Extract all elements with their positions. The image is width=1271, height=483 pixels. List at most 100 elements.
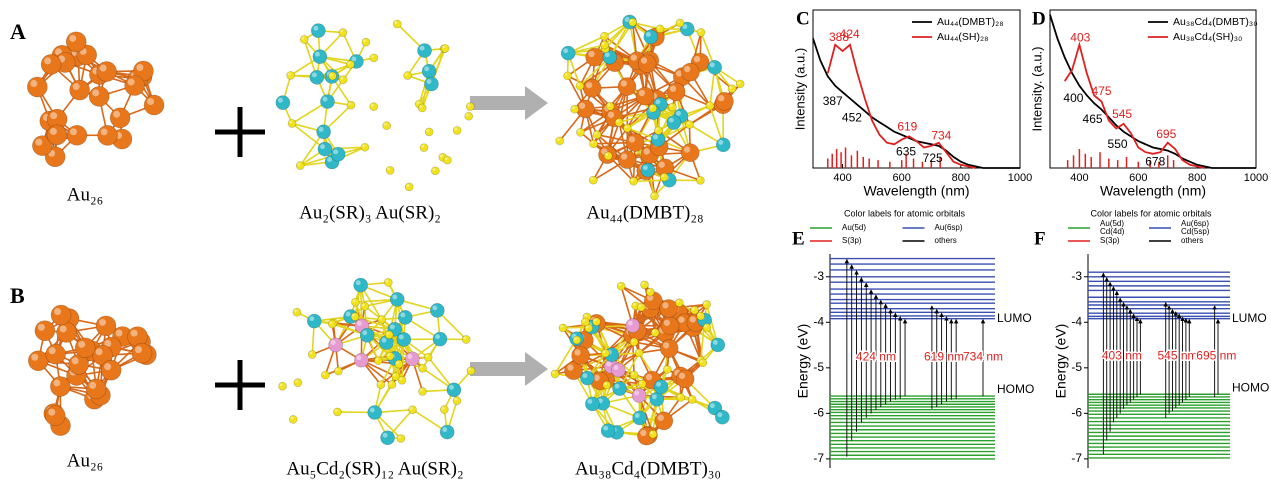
atom-highlight [631, 178, 634, 181]
atom [660, 340, 678, 358]
atom-highlight [30, 80, 37, 87]
atom-highlight [131, 330, 138, 337]
atom-highlight [54, 308, 61, 315]
atom [418, 104, 426, 112]
atom [617, 282, 625, 290]
atom [677, 393, 685, 401]
atom-highlight [602, 33, 605, 36]
atom [313, 50, 327, 64]
atom-highlight [31, 354, 38, 361]
atom-highlight [679, 373, 685, 379]
legend-label: Au(6sp) [935, 223, 963, 232]
atom-highlight [661, 174, 664, 177]
atom [334, 367, 342, 375]
atom [86, 379, 106, 399]
atom-highlight [676, 111, 681, 116]
atom [388, 381, 396, 389]
atom [424, 77, 438, 91]
reaction-arrow [470, 86, 548, 120]
atom-highlight [346, 312, 351, 317]
atom [581, 318, 589, 326]
atom [329, 338, 343, 352]
atom [551, 370, 559, 378]
atom [307, 314, 321, 328]
atom [618, 78, 636, 96]
atom-highlight [468, 104, 471, 107]
atom [276, 96, 290, 110]
atom [321, 371, 329, 379]
legend-title: Color labels for atomic orbitals [844, 208, 966, 218]
atom-highlight [396, 361, 399, 364]
molecule [276, 20, 474, 191]
atom-highlight [638, 304, 641, 307]
atom-highlight [288, 73, 291, 76]
atom [440, 425, 454, 439]
atom [441, 44, 449, 52]
atom-highlight [710, 62, 715, 67]
atom [361, 302, 369, 310]
atom-highlight [331, 340, 336, 345]
atom [320, 95, 334, 109]
atom [626, 319, 640, 333]
atom [638, 55, 656, 73]
legend-label: Cd(4d) [1100, 227, 1125, 236]
atom [443, 156, 451, 164]
atom-highlight [336, 368, 339, 371]
peak-label: 725 [923, 151, 943, 165]
atom [691, 306, 699, 314]
atom [637, 303, 645, 311]
atom [592, 318, 600, 326]
atom-highlight [718, 95, 724, 101]
y-tick-label: -6 [1071, 406, 1082, 420]
atom-highlight [442, 427, 447, 432]
molecule [556, 15, 744, 200]
atom-highlight [420, 46, 425, 51]
atom [51, 305, 71, 325]
atom [425, 128, 433, 136]
atom-highlight [297, 163, 300, 166]
atom [715, 92, 733, 110]
atom [431, 167, 439, 175]
atom-highlight [392, 295, 397, 300]
atom-highlight [53, 379, 60, 386]
atom-highlight [628, 321, 633, 326]
y-tick-label: -4 [1071, 314, 1082, 328]
atom-highlight [594, 319, 597, 322]
atom [125, 76, 145, 96]
structure-label: Au₅Cd₂(SR)₁₂ Au(SR)₂ [286, 458, 463, 479]
atom-highlight [613, 365, 618, 370]
atom-highlight [603, 426, 608, 431]
atom [308, 350, 316, 358]
atom-highlight [630, 19, 633, 22]
atom [397, 332, 411, 346]
atom-highlight [572, 106, 575, 109]
atom-highlight [608, 112, 614, 118]
legend-label: Au(5d) [842, 223, 866, 232]
atom [96, 316, 116, 336]
atom-highlight [348, 62, 351, 65]
atom-highlight [640, 430, 646, 436]
atom-highlight [70, 128, 77, 135]
legend-label: Au₄₄(SH)₂₈ [937, 31, 988, 43]
atom [611, 363, 625, 377]
atom-highlight [704, 302, 707, 305]
peak-label: 387 [823, 94, 843, 108]
atom-highlight [371, 104, 374, 107]
atom-highlight [35, 139, 42, 146]
atom-highlight [375, 358, 378, 361]
atom-highlight [574, 337, 577, 340]
atom-highlight [405, 73, 408, 76]
atom-highlight [329, 321, 332, 324]
atom-highlight [563, 48, 568, 53]
atom-highlight [357, 355, 362, 360]
atom-highlight [615, 384, 620, 389]
atom [559, 324, 567, 332]
atom [398, 310, 412, 324]
atom-highlight [394, 21, 397, 24]
atom [328, 320, 336, 328]
atom [329, 72, 337, 80]
atom-highlight [72, 357, 79, 364]
atom [667, 116, 681, 130]
atom [688, 395, 696, 403]
atom [644, 30, 658, 44]
